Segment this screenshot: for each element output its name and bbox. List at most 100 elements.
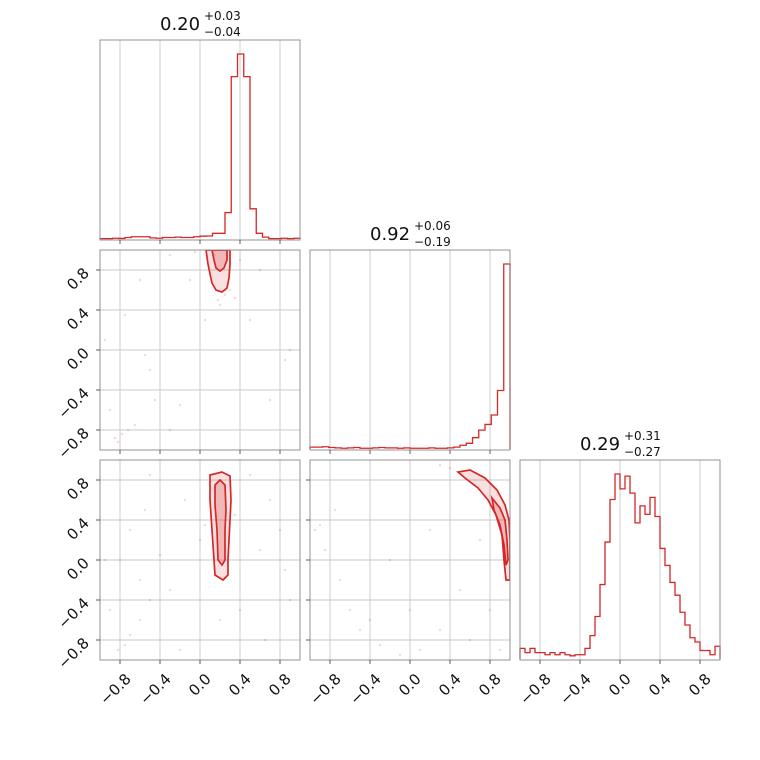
sample-point <box>368 618 372 622</box>
title-plus: +0.03 <box>204 9 241 23</box>
y-tick-label: 0.8 <box>63 474 93 504</box>
sample-point <box>233 296 237 300</box>
sample-point <box>228 288 232 292</box>
x-tick-label: 0.4 <box>435 670 465 700</box>
y-tick-label: −0.8 <box>54 634 92 672</box>
sample-point <box>358 628 362 632</box>
x-tick-label: 0.4 <box>645 670 675 700</box>
sample-point <box>268 398 272 402</box>
contour-inner <box>490 494 509 566</box>
x-tick-label: 0.8 <box>265 670 295 700</box>
title-plus: +0.06 <box>414 219 451 233</box>
sample-point <box>116 648 120 652</box>
sample-point <box>323 548 327 552</box>
contour-inner <box>211 250 228 273</box>
sample-point <box>218 303 222 307</box>
sample-point <box>468 638 472 642</box>
contour-inner <box>214 478 227 567</box>
x-tick-label: −0.4 <box>136 670 174 708</box>
sample-point <box>116 440 120 444</box>
sample-point <box>288 598 292 602</box>
sample-point <box>103 558 107 562</box>
sample-point <box>283 568 287 572</box>
x-tick-label: −0.8 <box>516 670 554 708</box>
hist-line-1 <box>309 263 511 449</box>
sample-point <box>248 318 252 322</box>
sample-point <box>168 253 172 257</box>
sample-point <box>428 528 432 532</box>
hist-line-0 <box>99 53 301 240</box>
contour-outer <box>205 250 231 293</box>
sample-point <box>168 588 172 592</box>
sample-point <box>123 313 127 317</box>
y-tick-label: 0.8 <box>63 264 93 294</box>
sample-point <box>148 473 152 477</box>
sample-point <box>216 298 220 302</box>
sample-point <box>458 588 462 592</box>
x-tick-label: 0.0 <box>605 670 635 700</box>
x-tick-label: −0.8 <box>96 670 134 708</box>
title-median: 0.29 <box>580 434 620 455</box>
sample-point <box>498 648 502 652</box>
sample-point <box>128 633 132 637</box>
sample-point <box>198 538 202 542</box>
contour-outer <box>456 469 510 581</box>
pair-panel-1: −0.8 −0.4 0.0 0.4 0.8−0.8−0.40.00.40.8 <box>54 459 301 709</box>
hist-title-2: 0.29 +0.31 −0.27 <box>580 429 661 459</box>
sample-point <box>223 293 227 297</box>
sample-point <box>418 648 422 652</box>
hist-line-2 <box>519 473 721 659</box>
sample-point <box>178 403 182 407</box>
x-tick-label: −0.4 <box>346 670 384 708</box>
pair-content <box>103 250 292 444</box>
sample-point <box>183 498 187 502</box>
hist-panel-2: −0.8 −0.4 0.0 0.4 0.8 <box>516 459 721 709</box>
sample-point <box>143 353 147 357</box>
x-tick-label: 0.8 <box>475 670 505 700</box>
title-minus: −0.19 <box>414 235 451 249</box>
sample-point <box>113 436 117 440</box>
y-tick-label: 0.4 <box>63 304 93 334</box>
sample-point <box>203 523 207 527</box>
sample-point <box>238 258 242 262</box>
sample-point <box>313 528 317 532</box>
x-tick-label: 0.4 <box>225 670 255 700</box>
title-plus: +0.31 <box>624 429 661 443</box>
sample-point <box>103 338 107 342</box>
sample-point <box>120 432 124 436</box>
sample-point <box>148 368 152 372</box>
sample-point <box>398 653 402 657</box>
sample-point <box>218 618 222 622</box>
sample-point <box>148 598 152 602</box>
sample-point <box>193 250 197 254</box>
sample-point <box>178 648 182 652</box>
sample-point <box>158 553 162 557</box>
sample-point <box>378 643 382 647</box>
sample-point <box>153 398 157 402</box>
sample-point <box>278 528 282 532</box>
x-tick-label: −0.8 <box>306 670 344 708</box>
title-median: 0.20 <box>160 14 200 35</box>
sample-point <box>288 348 292 352</box>
sample-point <box>108 608 112 612</box>
sample-point <box>133 423 137 427</box>
sample-point <box>333 508 337 512</box>
pair-content <box>103 471 292 652</box>
sample-point <box>128 528 132 532</box>
sample-point <box>143 508 147 512</box>
sample-point <box>408 608 412 612</box>
sample-point <box>478 538 482 542</box>
x-tick-label: −0.4 <box>556 670 594 708</box>
sample-point <box>438 463 442 467</box>
y-tick-label: 0.0 <box>63 344 93 374</box>
sample-point <box>203 318 207 322</box>
sample-point <box>268 498 272 502</box>
pair-panel-2: −0.8 −0.4 0.0 0.4 0.8 <box>306 459 511 709</box>
y-tick-label: −0.4 <box>54 594 92 632</box>
y-tick-label: −0.4 <box>54 384 92 422</box>
hist-title-0: 0.20 +0.03 −0.04 <box>160 9 241 39</box>
x-tick-label: 0.0 <box>185 670 215 700</box>
sample-point <box>138 578 142 582</box>
sample-point <box>263 638 267 642</box>
